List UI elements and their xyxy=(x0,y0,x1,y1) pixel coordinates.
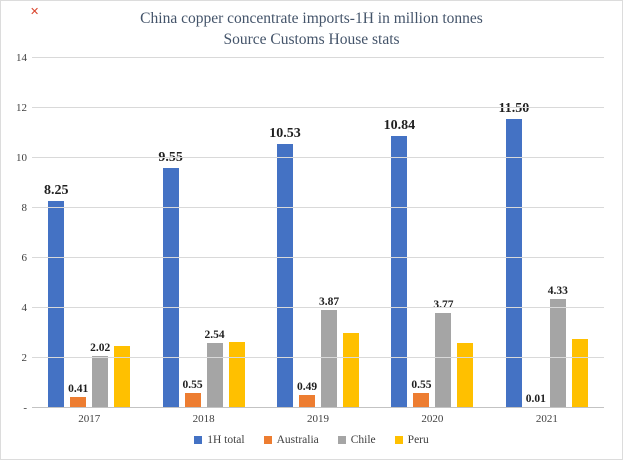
bar-group-2021: 11.50 0.01 4.33 xyxy=(490,58,604,407)
chart-subtitle: Source Customs House stats xyxy=(223,31,400,48)
data-label: 2.02 xyxy=(90,342,111,354)
bar-peru-2020 xyxy=(457,343,474,407)
legend-swatch-icon xyxy=(194,436,203,444)
bar-chile-2021: 4.33 xyxy=(548,285,568,407)
bar-chile-2019: 3.87 xyxy=(319,296,339,407)
bar-peru-2021 xyxy=(571,339,588,407)
data-label: 0.01 xyxy=(525,393,546,405)
x-axis-tick-label: 2020 xyxy=(421,413,444,425)
y-axis-tick-label: 4 xyxy=(21,302,28,314)
legend-label: 1H total xyxy=(207,434,245,446)
legend-swatch-icon xyxy=(263,436,272,444)
bar-peru-2018 xyxy=(228,342,245,407)
data-label: 10.53 xyxy=(269,126,301,141)
data-label: 10.84 xyxy=(383,118,416,133)
legend-label: Peru xyxy=(407,434,429,446)
data-label: 8.25 xyxy=(43,183,69,198)
legend-item-peru: Peru xyxy=(394,434,429,446)
y-axis-labels: - 2 4 6 8 10 12 14 xyxy=(1,52,28,414)
data-label: 2.54 xyxy=(204,329,225,341)
data-label: 9.55 xyxy=(158,150,183,165)
gridline xyxy=(32,57,604,58)
gridline xyxy=(32,107,604,108)
gridline xyxy=(32,357,604,358)
data-label: 11.50 xyxy=(498,101,530,116)
y-axis-tick-label: - xyxy=(23,402,27,414)
x-axis-tick-label: 2021 xyxy=(535,413,558,425)
y-axis-tick-label: 14 xyxy=(16,52,27,64)
bar-australia-2017: 0.41 xyxy=(68,383,88,407)
y-axis-tick-label: 6 xyxy=(21,252,28,264)
legend-item-1h-total: 1H total xyxy=(194,434,245,446)
bar-australia-2020: 0.55 xyxy=(411,379,431,407)
data-label: 0.55 xyxy=(182,379,203,391)
bar-chile-2020: 3.77 xyxy=(433,299,453,407)
y-axis-tick-label: 10 xyxy=(16,152,27,164)
bar-australia-2019: 0.49 xyxy=(297,381,317,407)
y-axis-tick-label: 2 xyxy=(21,352,28,364)
legend-swatch-icon xyxy=(394,436,403,444)
bar-1h-total-2020: 10.84 xyxy=(384,118,415,407)
bar-1h-total-2018: 9.55 xyxy=(158,150,183,407)
bar-group-2017: 8.25 0.41 2.02 xyxy=(32,58,146,407)
legend-label: Chile xyxy=(350,434,376,446)
plot-area: 8.25 0.41 2.02 9.55 0.55 2.54 10.53 0.49 3.87 10.… xyxy=(32,57,604,408)
y-axis-tick-label: 8 xyxy=(21,202,28,214)
chart-title: China copper concentrate imports-1H in m… xyxy=(140,10,483,27)
legend: 1H total Australia Chile Peru xyxy=(1,434,622,446)
bar-1h-total-2019: 10.53 xyxy=(269,126,301,407)
x-axis-labels: 2017 2018 2019 2020 2021 xyxy=(32,413,604,425)
bar-peru-2019 xyxy=(343,333,360,407)
gridline xyxy=(32,307,604,308)
legend-item-chile: Chile xyxy=(337,434,376,446)
bar-peru-2017 xyxy=(114,346,131,407)
x-axis-tick-label: 2017 xyxy=(78,413,101,425)
gridline xyxy=(32,157,604,158)
data-label: 0.55 xyxy=(411,379,432,391)
chart-title-block: China copper concentrate imports-1H in m… xyxy=(1,8,622,50)
data-label: 0.41 xyxy=(68,383,89,395)
bar-1h-total-2021: 11.50 xyxy=(498,101,529,407)
gridline xyxy=(32,257,604,258)
data-label: 3.87 xyxy=(318,296,340,308)
data-label: 4.33 xyxy=(547,285,568,297)
y-axis-tick-label: 12 xyxy=(16,102,27,114)
bar-chile-2017: 2.02 xyxy=(90,342,110,407)
broken-image-icon: ✕ xyxy=(30,5,40,18)
data-label: 3.77 xyxy=(433,299,454,311)
data-label: 0.49 xyxy=(296,381,318,393)
bar-group-2018: 9.55 0.55 2.54 xyxy=(146,58,260,407)
legend-swatch-icon xyxy=(337,436,346,444)
x-axis-tick-label: 2018 xyxy=(192,413,215,425)
bar-groups: 8.25 0.41 2.02 9.55 0.55 2.54 10.53 0.49 3.87 10.… xyxy=(32,58,604,407)
bar-australia-2018: 0.55 xyxy=(183,379,203,407)
legend-label: Australia xyxy=(276,434,319,446)
bar-1h-total-2017: 8.25 xyxy=(44,183,68,407)
legend-item-australia: Australia xyxy=(263,434,319,446)
bar-group-2020: 10.84 0.55 3.77 xyxy=(375,58,489,407)
gridline xyxy=(32,207,604,208)
x-axis-tick-label: 2019 xyxy=(307,413,330,425)
bar-group-2019: 10.53 0.49 3.87 xyxy=(261,58,375,407)
bar-chile-2018: 2.54 xyxy=(205,329,225,407)
